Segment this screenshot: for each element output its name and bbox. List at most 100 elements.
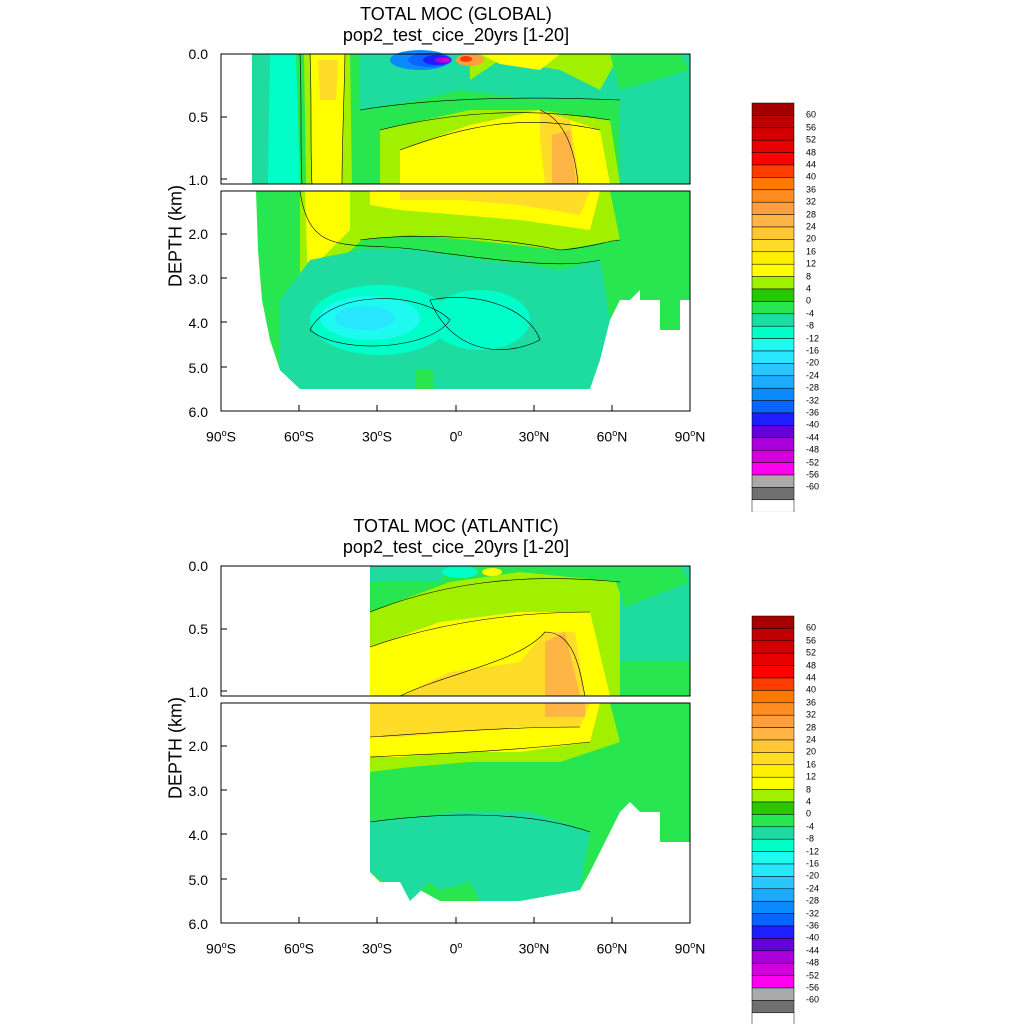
colorbar-label: 28 (806, 722, 817, 733)
global-colorbar (751, 102, 795, 512)
colorbar-label: -28 (806, 895, 820, 906)
global-upper-field (221, 50, 690, 184)
colorbar-swatch (751, 764, 795, 778)
colorbar-swatch (751, 739, 795, 753)
colorbar-swatch (751, 400, 795, 414)
colorbar-label: -48 (806, 957, 820, 968)
x-tick-label: 90oN (674, 940, 706, 957)
colorbar-label: 12 (806, 258, 817, 269)
colorbar-swatch (751, 214, 795, 228)
colorbar-label: -52 (806, 457, 820, 468)
colorbar-swatch (751, 776, 795, 790)
chart-title: TOTAL MOC (GLOBAL) (360, 4, 552, 24)
colorbar-label: 40 (806, 684, 817, 695)
colorbar-swatch (751, 652, 795, 666)
colorbar-label: -24 (806, 370, 820, 381)
colorbar-swatch (751, 615, 795, 629)
colorbar-label: 24 (806, 734, 817, 745)
colorbar-swatch (751, 900, 795, 914)
colorbar-swatch (751, 826, 795, 840)
moc-atlantic-panel: TOTAL MOC (ATLANTIC) pop2_test_cice_20yr… (0, 512, 1024, 1024)
x-tick-label: 30oN (518, 428, 550, 445)
colorbar-label: -16 (806, 858, 820, 869)
y-tick-label: 3.0 (188, 783, 208, 799)
colorbar-label: -32 (806, 908, 820, 919)
colorbar-swatch (751, 449, 795, 463)
colorbar-swatch (751, 863, 795, 877)
colorbar-swatch (751, 975, 795, 989)
colorbar-swatch (751, 962, 795, 976)
colorbar-swatch (751, 152, 795, 166)
colorbar-swatch (751, 462, 795, 476)
colorbar-swatch (751, 313, 795, 327)
global-contours (299, 53, 621, 350)
global-lower-field (256, 191, 690, 389)
colorbar-label: -44 (806, 945, 820, 956)
colorbar-label: -4 (806, 821, 815, 832)
colorbar-swatch (751, 164, 795, 178)
colorbar-swatch (751, 702, 795, 716)
colorbar-swatch (751, 350, 795, 364)
colorbar-label: 8 (806, 784, 812, 795)
colorbar-label: -40 (806, 419, 820, 430)
colorbar-label: 56 (806, 635, 817, 646)
colorbar-label: 16 (806, 759, 817, 770)
colorbar-swatch (751, 387, 795, 401)
colorbar-swatch (751, 801, 795, 815)
colorbar-label: -40 (806, 932, 820, 943)
colorbar-label: 52 (806, 134, 817, 145)
x-tick-label: 0o (449, 940, 463, 957)
atlantic-lower-field (370, 703, 690, 901)
x-tick-label: 60oS (284, 940, 314, 957)
colorbar-label: 36 (806, 697, 817, 708)
colorbar-label: 28 (806, 209, 817, 220)
y-tick-label: 3.0 (188, 271, 208, 287)
y-tick-label: 1.0 (188, 684, 208, 700)
colorbar-label: -8 (806, 833, 815, 844)
colorbar-label: -32 (806, 395, 820, 406)
colorbar-swatch (751, 752, 795, 766)
colorbar-swatch (751, 239, 795, 253)
atlantic-upper-field (370, 566, 690, 696)
colorbar-swatch (751, 690, 795, 704)
y-tick-label: 1.0 (188, 172, 208, 188)
chart-subtitle: pop2_test_cice_20yrs [1-20] (342, 537, 570, 557)
colorbar-swatch (751, 338, 795, 352)
colorbar-swatch (751, 115, 795, 129)
colorbar-swatch (751, 474, 795, 488)
colorbar-label: 48 (806, 147, 817, 158)
colorbar-label: -28 (806, 382, 820, 393)
y-tick-label: 5.0 (188, 360, 208, 376)
colorbar-swatch (751, 938, 795, 952)
colorbar-swatch (751, 814, 795, 828)
colorbar-swatch (751, 499, 795, 512)
colorbar-swatch (751, 412, 795, 426)
colorbar-label: 8 (806, 271, 812, 282)
colorbar-swatch (751, 102, 795, 116)
y-tick-label: 2.0 (188, 226, 208, 242)
colorbar-swatch (751, 301, 795, 315)
y-tick-label: 6.0 (188, 404, 208, 420)
colorbar-label: -16 (806, 345, 820, 356)
moc-global-panel: TOTAL MOC (GLOBAL) pop2_test_cice_20yrs … (166, 4, 820, 512)
colorbar-label: -60 (806, 994, 820, 1005)
colorbar-swatch (751, 139, 795, 153)
colorbar-swatch (751, 838, 795, 852)
colorbar-label: -24 (806, 883, 820, 894)
colorbar-label: 36 (806, 184, 817, 195)
colorbar-label: 0 (806, 808, 812, 819)
colorbar-label: -36 (806, 407, 820, 418)
colorbar-label: -20 (806, 357, 820, 368)
chart-subtitle: pop2_test_cice_20yrs [1-20] (342, 25, 570, 45)
colorbar-swatch (751, 913, 795, 927)
colorbar-label: -36 (806, 920, 820, 931)
colorbar-swatch (751, 425, 795, 439)
atlantic-colorbar (751, 615, 795, 1024)
colorbar-label: 20 (806, 233, 817, 244)
colorbar-label: 12 (806, 771, 817, 782)
colorbar-swatch (751, 640, 795, 654)
y-tick-label: 0.0 (188, 558, 208, 574)
colorbar-swatch (751, 201, 795, 215)
colorbar-swatch (751, 375, 795, 389)
colorbar-swatch (751, 1012, 795, 1024)
